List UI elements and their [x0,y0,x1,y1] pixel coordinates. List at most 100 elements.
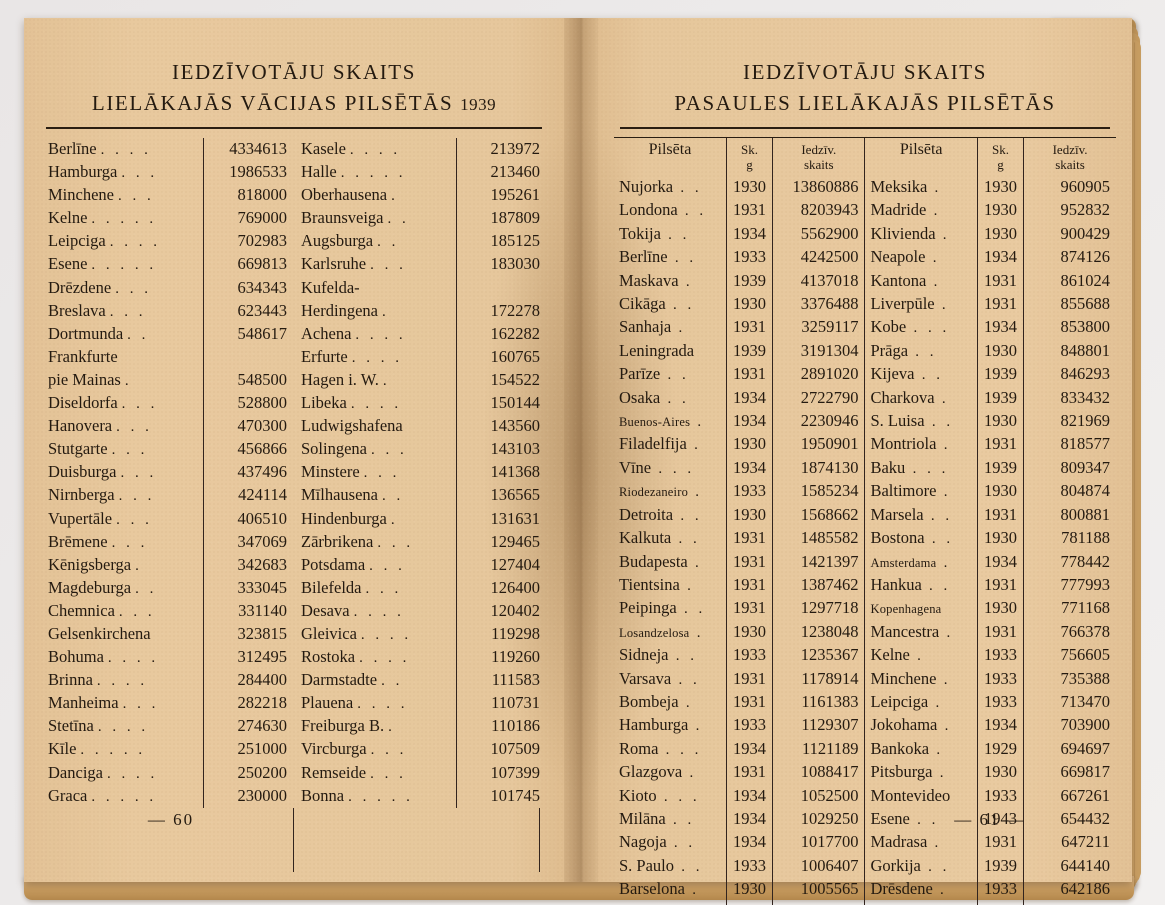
leader-dots: . [936,437,951,454]
leader-dots: . . [908,343,938,360]
leader-dots: . . . [116,511,153,528]
leader-dots: . . [924,531,954,548]
population-cell: 213460 [455,161,540,185]
population-cell: 2722790 [772,386,865,411]
population-cell: 312495 [202,646,287,670]
city-name-cell: Remseide. . . [301,762,456,785]
leader-dots: . . . . [96,673,148,690]
leader-dots: . . . . [106,765,158,782]
table-row: Diseldorfa. . . 528800 [48,392,287,416]
population-cell: 1052500 [772,784,865,808]
year-cell: 1930 [725,620,773,645]
population-cell: 778442 [1023,550,1116,574]
city-name: Darmstadte [301,670,378,690]
table-row: Duisburga. . . 437496 [48,461,287,485]
population-cell: 1002603 [772,901,865,905]
leader-dots: . [690,414,705,431]
table-row: Hamburga . 1933 1129307 Jokohama . 1934 70390… [614,714,1116,738]
year-cell: 1930 [976,597,1024,621]
city-name-cell: Filadelfija . [614,433,726,456]
world-cities-table-head: Pilsēta Sk. g Iedzīv. skaits Pilsēta Sk. [614,137,1116,176]
city-name: Varsava [619,668,672,688]
population-cell: 809347 [1023,456,1116,481]
population-cell: 4137018 [772,269,865,294]
city-name: Breslava [48,300,106,320]
city-name-cell: Kopenhagena [864,597,978,621]
leader-dots: . . . [658,741,702,758]
city-name: Brēmene [48,531,108,551]
population-cell: 1161383 [772,690,865,715]
population-cell: 284400 [202,669,287,693]
population-cell: 251000 [202,738,287,762]
city-name: Mīlhausena [301,485,378,505]
city-name-cell: Oberhausena. [301,184,456,207]
city-name-cell: Nirnberga. . . [48,484,203,507]
city-name: Bilefelda [301,577,362,597]
population-cell: 3376488 [772,293,865,317]
year-cell: 1931 [976,831,1024,855]
population-cell: 1129307 [772,714,865,738]
leader-dots: . . [674,858,704,875]
city-name-cell: Baltimore . [864,480,978,504]
population-cell: 141368 [455,461,540,485]
city-name-cell: Cikāga . . [614,293,726,316]
population-cell: 5562900 [772,222,865,247]
city-name-cell: Hindenburga. [301,508,456,531]
leader-dots: . . . [118,603,156,620]
header-city-right: Pilsēta [864,137,978,176]
population-cell: 669817 [1023,761,1116,785]
population-cell: 347069 [202,530,287,554]
leader-dots: . [687,554,703,571]
city-name-cell: Breslava. . . [48,300,203,323]
city-name-cell: S. Paulo . . [614,855,726,878]
year-cell: 1930 [725,433,773,457]
year-cell: 1939 [976,456,1024,481]
year-cell: 1934 [725,831,773,855]
table-row: Varsava . . 1931 1178914 Minchene . 1933 7353… [614,667,1116,691]
leader-dots: . . [920,858,950,875]
city-name-cell: Drēsdene . [864,878,978,902]
population-cell: 154522 [455,368,540,393]
table-row: Rostoka. . . . 119260 [301,646,540,670]
city-name-cell: Hanovera. . . [48,415,203,438]
city-name: Solingena [301,439,367,459]
table-row: Gleivica. . . . 119298 [301,622,540,647]
city-name-cell: Montevideo [864,784,978,808]
city-name-cell: Jokohama . [864,714,978,738]
city-name-cell: Brēmene. . . [48,531,203,554]
table-row: Libeka. . . . 150144 [301,392,540,416]
table-row: Augsburga. . 185125 [301,230,540,254]
population-cell: 1585234 [772,480,865,504]
city-name-cell: Leningrada [614,340,726,363]
table-row: Drēzdene. . . 634343 [48,276,287,300]
city-name: Rostoka [301,647,356,667]
city-name-cell: Potsdama. . . [301,554,456,577]
city-name-cell: Hamburga. . . [48,161,203,184]
leader-dots: . [925,250,940,267]
population-cell: 1235367 [772,644,865,668]
city-name-cell: Esene . . [864,807,978,832]
city-name-cell: Madrasa . [864,831,978,855]
table-row: Bohuma. . . . 312495 [48,646,287,670]
city-name: Filadelfija [619,434,687,454]
leader-dots: . . . [370,742,407,759]
germany-cities-table-b: Kasele. . . . 213972 Halle. . . . . 213460 O… [301,138,540,808]
city-name: Berlīne [48,139,97,158]
leader-dots: . . . [905,460,949,477]
leader-dots: . . [135,580,157,597]
leader-dots: . . [127,326,149,343]
year-cell: 1931 [725,316,773,340]
population-cell: 119260 [455,646,540,670]
city-name: Charkova [870,387,935,407]
left-page-title-line1: IEDZĪVOTĀJU SKAITS [171,60,417,84]
leader-dots: . . [387,211,410,228]
left-page-column-tail-rules [48,807,540,872]
city-name-cell: Dzenova . [864,901,978,905]
city-name-cell: Brinna. . . . [48,669,203,692]
table-row: Bermingema .19311002603Dzenova .19346358… [614,901,1116,905]
city-name-cell: Bankoka . [864,737,978,762]
city-name: Cikāga [619,294,666,314]
leader-dots: . . . [111,442,148,459]
city-name-cell: Bermingema . [614,902,726,905]
leader-dots: . [124,372,133,389]
